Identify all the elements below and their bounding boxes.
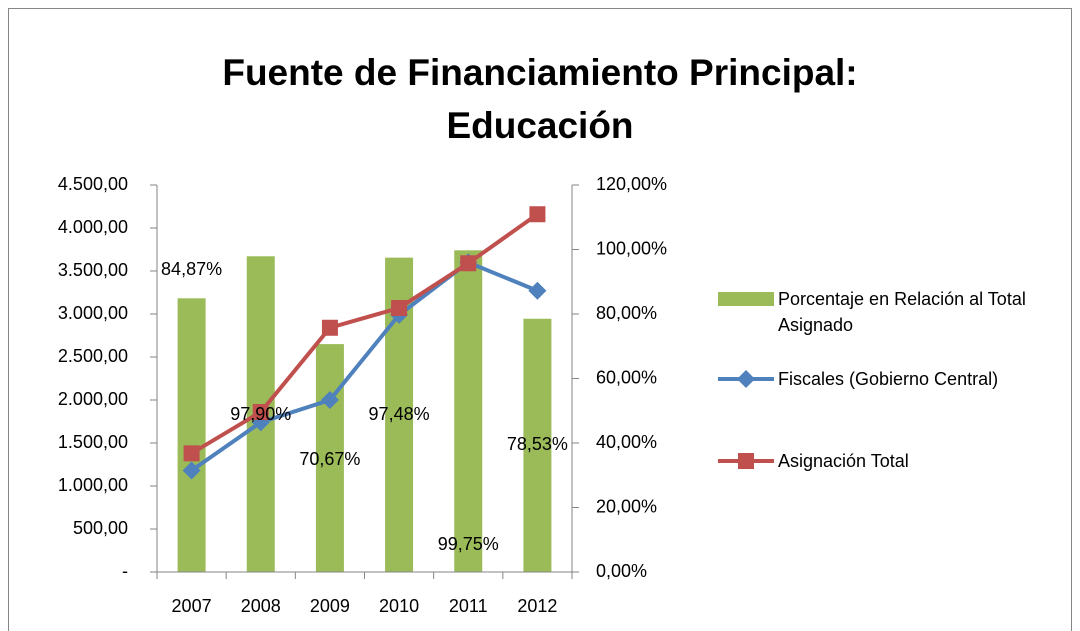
y-tick-label: 3.500,00 [58,260,128,280]
marker [391,299,408,316]
y-tick-label: - [122,561,128,581]
data-label: 97,90% [230,404,291,424]
x-tick-label: 2011 [449,596,488,616]
y2-tick-label: 80,00% [596,303,657,323]
legend-marker [737,370,755,388]
marker [182,461,201,480]
x-tick-label: 2010 [379,596,419,616]
x-tick-label: 2012 [517,596,557,616]
y-tick-label: 1.000,00 [58,475,128,495]
y-tick-label: 1.500,00 [58,432,128,452]
bar [177,298,206,572]
line [190,260,539,473]
y2-tick-label: 60,00% [596,367,657,387]
y2-tick-label: 120,00% [596,174,667,194]
bar [315,344,344,572]
legend-marker [738,453,754,469]
y-tick-label: 4.000,00 [58,217,128,237]
data-label: 84,87% [161,259,222,279]
legend-swatch [718,292,774,306]
y-tick-label: 2.500,00 [58,346,128,366]
y-tick-label: 500,00 [73,518,128,538]
data-label: 78,53% [507,434,568,454]
y-tick-label: 2.000,00 [58,389,128,409]
marker [183,445,200,462]
chart-title: Fuente de Financiamiento Principal: [222,52,857,93]
marker [321,319,338,336]
y-tick-label: 4.500,00 [58,174,128,194]
y2-tick-label: 40,00% [596,432,657,452]
data-label: 70,67% [299,449,360,469]
legend-label: Porcentaje en Relación al Total Asignado [778,289,1026,335]
data-label: 97,48% [369,404,430,424]
marker [252,404,269,421]
bar [523,318,552,572]
y2-tick-label: 20,00% [596,496,657,516]
x-tick-label: 2008 [241,596,281,616]
marker [528,281,547,300]
x-tick-label: 2007 [172,596,212,616]
y-tick-label: 3.000,00 [58,303,128,323]
marker [460,255,477,272]
data-label: 99,75% [438,534,499,554]
x-tick-label: 2009 [310,596,350,616]
chart-title: Educación [446,105,633,146]
y2-tick-label: 0,00% [596,561,647,581]
bar [454,250,483,572]
legend-label: Asignación Total [778,451,909,471]
marker [529,206,546,223]
legend-label: Fiscales (Gobierno Central) [778,369,999,389]
marker [320,391,339,409]
y2-tick-label: 100,00% [596,238,667,258]
line [190,212,539,456]
